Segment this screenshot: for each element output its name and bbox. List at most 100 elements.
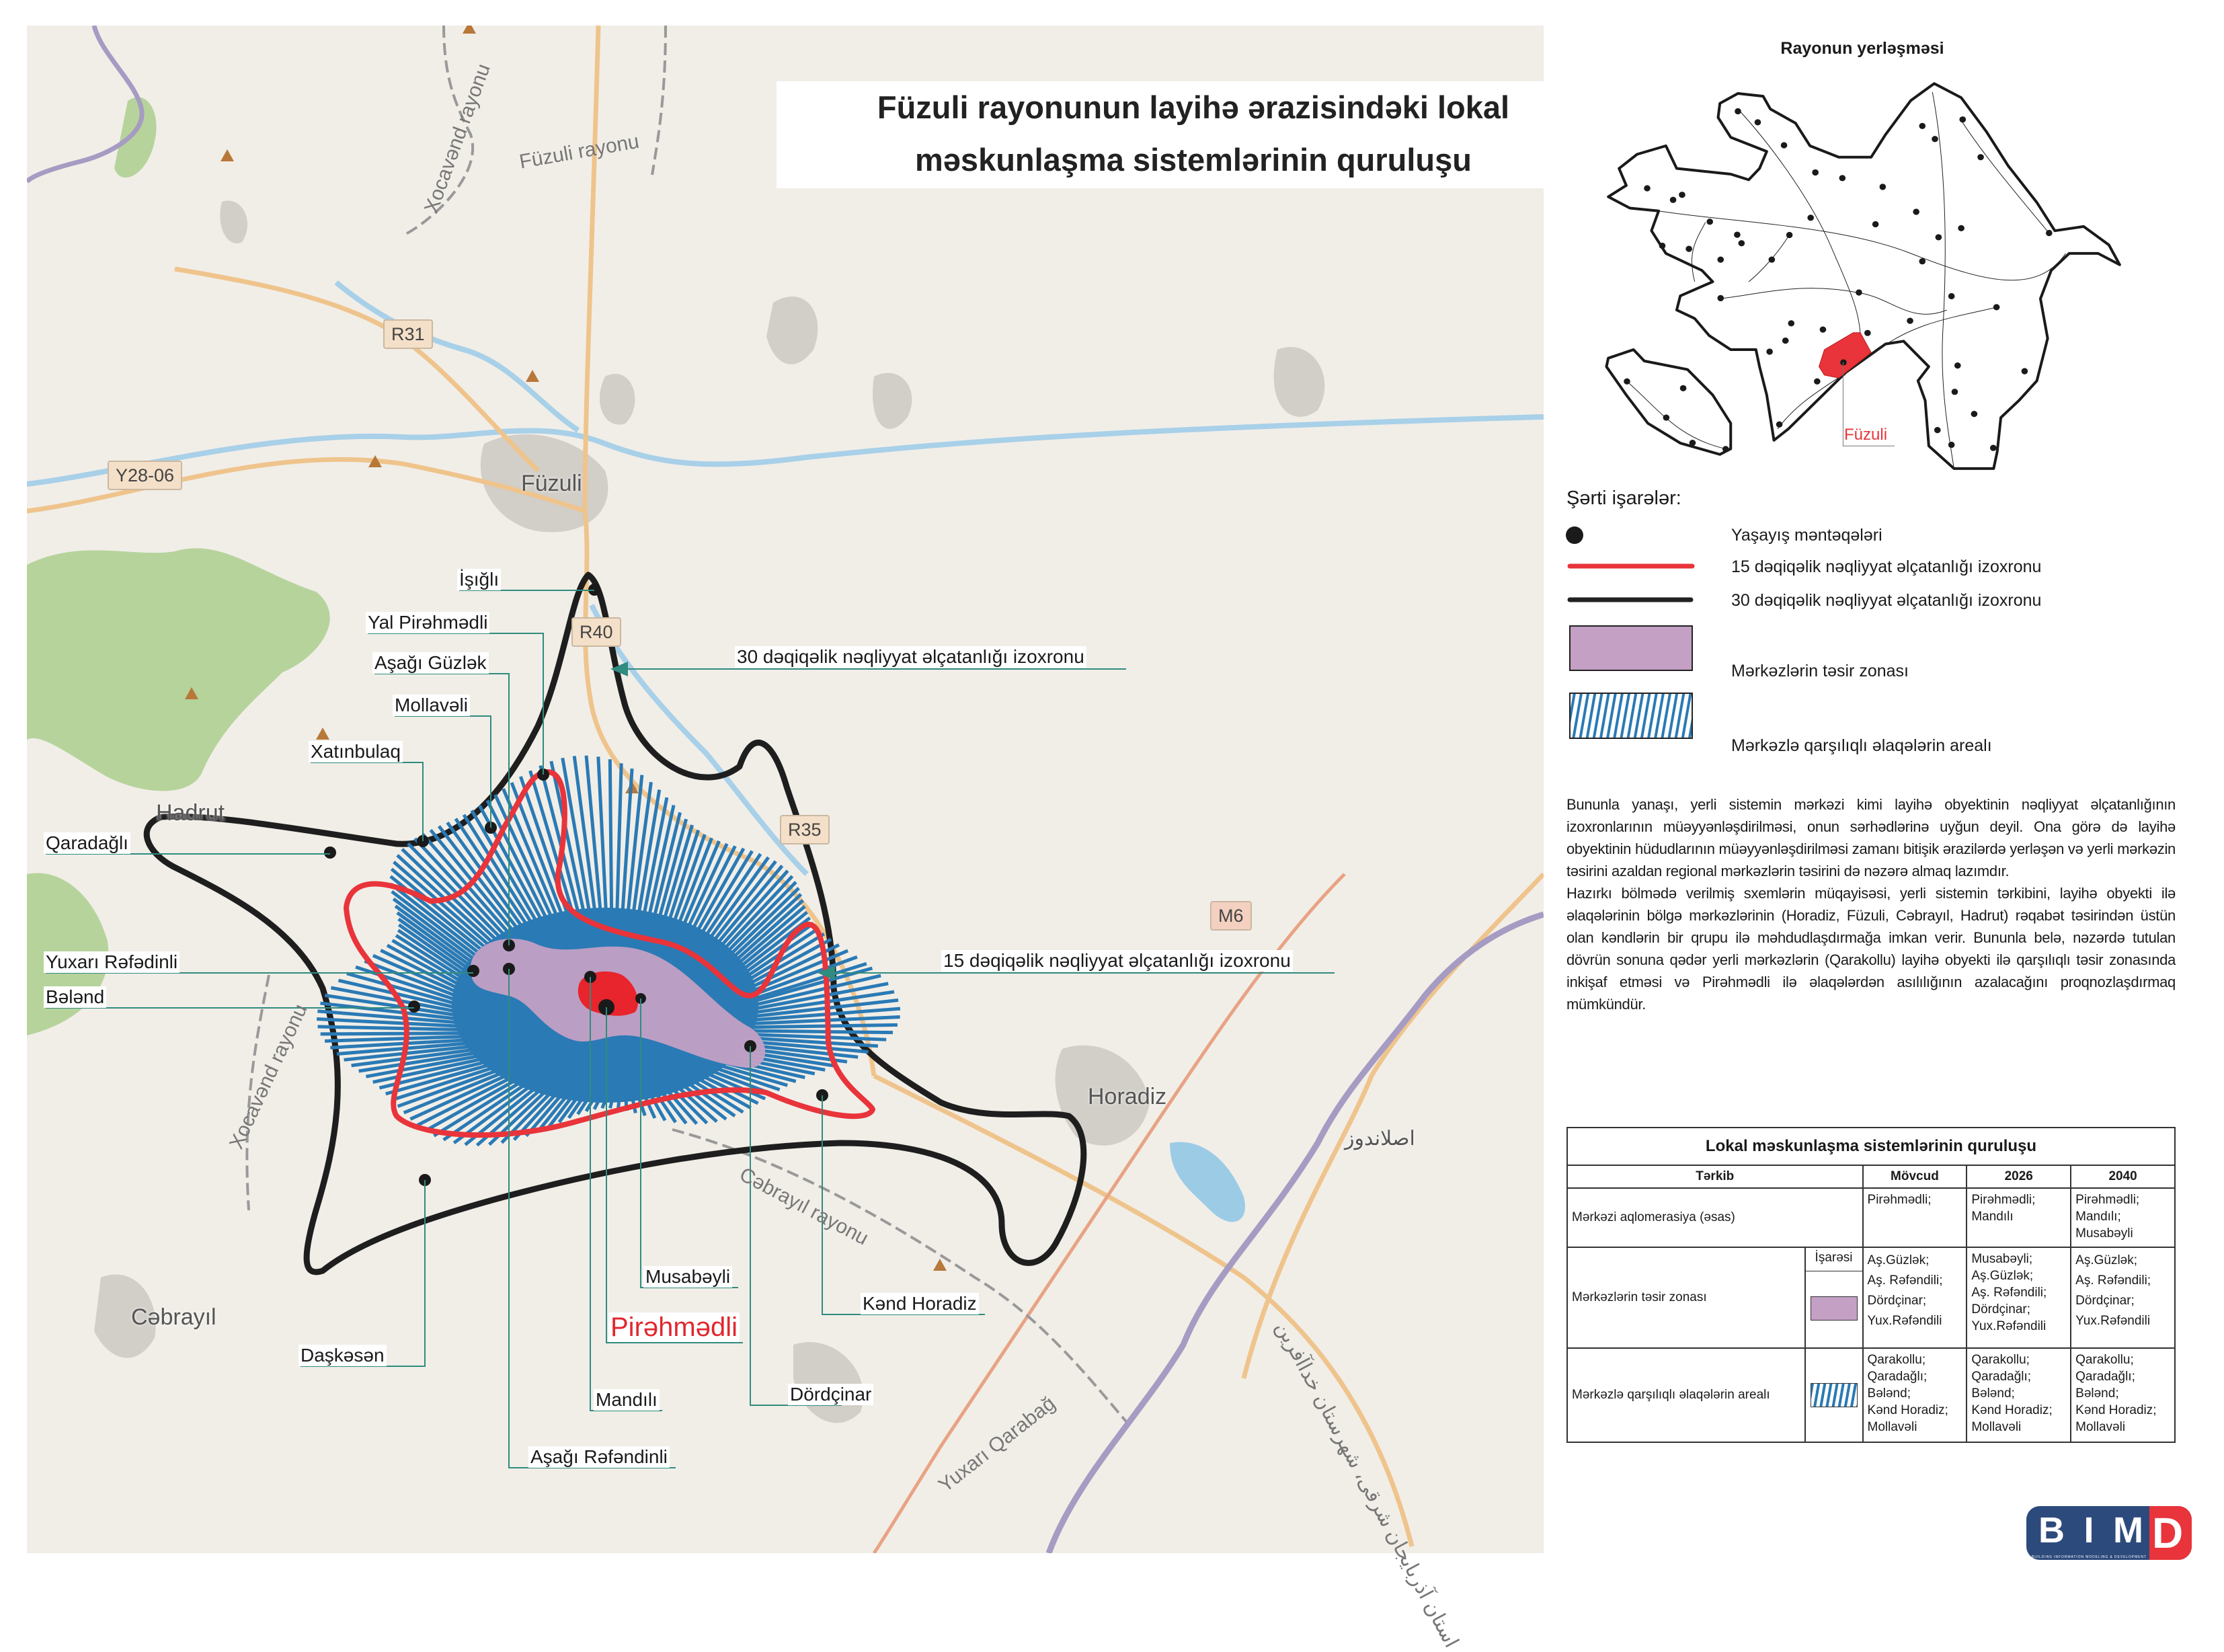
row-name: Mərkəzlə qarşılıqlı əlaqələrin arealı	[1566, 1347, 1806, 1443]
inset-settlement-dot	[1717, 294, 1724, 302]
inset-settlement-dot	[1989, 444, 1997, 451]
inset-settlement-dot	[1782, 337, 1789, 344]
inset-settlement-dot	[1954, 362, 1961, 369]
place-hadrut: Hadrut	[156, 800, 225, 826]
isochrone-15min	[344, 769, 875, 1138]
cell-current: Pirəhmədli;	[1862, 1187, 1968, 1248]
inset-settlement-dot	[1766, 348, 1773, 355]
inset-settlement-dot	[1722, 446, 1729, 453]
hatch-line	[337, 978, 472, 1013]
title-line-1: Füzuli rayonunun layihə ərazisindəki lok…	[877, 89, 1510, 125]
callout-isochrone-15: 15 dəqiqəlik nəqliyyat əlçatanlığı izoxr…	[941, 950, 1293, 972]
cell-item: Mandılı	[1971, 1210, 2014, 1224]
hatch-line	[336, 1040, 485, 1056]
influence-zone-swatch	[1810, 1296, 1858, 1321]
cell-item: Aş. Rəfəndili;	[1867, 1273, 1943, 1288]
cell-item: Qaradağlı;	[2075, 1370, 2135, 1384]
cell-item: Kənd Horadiz;	[1867, 1403, 1948, 1417]
hatch-line	[739, 966, 873, 1007]
hatch-line	[694, 850, 754, 944]
cell-item: Musabəyli;	[1971, 1252, 2033, 1266]
hatch-line	[682, 842, 729, 938]
title-line-2: məskunlaşma sistemlərinin quruluşu	[915, 142, 1472, 178]
cell-item: Yux.Rəfəndili	[2075, 1314, 2151, 1328]
place-aslanduz: اصلاندوز	[1345, 1128, 1415, 1150]
cell-2040: Pirəhmədli; Mandılı; Musabəyli	[2070, 1187, 2176, 1248]
hatch-line	[403, 1066, 516, 1115]
legend-purple-area-icon	[1569, 625, 1693, 671]
inset-settlements	[1624, 108, 2053, 453]
cell-item: Mollavəli	[1971, 1420, 2022, 1434]
inset-settlement-dot	[1856, 289, 1862, 296]
inset-settlement-dot	[1780, 142, 1788, 149]
road-shield-m6: M6	[1210, 901, 1252, 931]
inset-settlement-dot	[1948, 292, 1955, 300]
inset-settlement-dot	[1864, 329, 1871, 336]
label-qaradagli: Qaradağlı	[44, 832, 130, 854]
hatch-line	[485, 799, 553, 929]
cell-item: Kənd Horadiz;	[2075, 1403, 2157, 1417]
legend-label-interaction: Mərkəzlə qarşılıqlı əlaqələrin arealı	[1731, 736, 1992, 755]
inset-settlement-dot	[1717, 256, 1724, 263]
table-header-composition: Tərkib	[1566, 1165, 1864, 1189]
table-header-2040: 2040	[2070, 1165, 2176, 1189]
cell-item: Yux.Rəfəndili	[1867, 1314, 1942, 1328]
hatch-line	[325, 1034, 481, 1043]
label-asagi-guzlak: Aşağı Güzlək	[372, 652, 489, 674]
hatch-line	[708, 864, 784, 954]
hatch-line	[660, 824, 694, 930]
cell-item: Bələnd;	[2075, 1386, 2119, 1401]
peak-icons	[185, 26, 947, 1271]
hatch-line	[584, 755, 603, 922]
inset-settlement-dot	[1644, 185, 1651, 192]
bimd-logo: BIM D BUILDING INFORMATION MODELING & DE…	[2026, 1506, 2192, 1560]
inset-settlement-dot	[1934, 427, 1941, 434]
cell-2026: Qarakollu; Qaradağlı; Bələnd; Kənd Horadiz;…	[1966, 1347, 2072, 1443]
state-border-north	[27, 26, 145, 184]
table-row: Mərkəzlərin təsir zonası İşarəsi Aş.Güzl…	[1566, 1247, 2176, 1349]
legend-symbols	[1566, 526, 1695, 739]
hatch-line	[608, 759, 614, 922]
inset-settlement-dot	[1669, 196, 1677, 203]
hatch-line	[396, 854, 504, 953]
cell-2026: Musabəyli; Aş.Güzlək; Aş. Rəfəndili; Dördçi…	[1966, 1247, 2072, 1349]
cell-item: Dördçinar;	[1867, 1294, 1927, 1308]
logo-bim-letters: BIM	[2038, 1510, 2143, 1550]
hatch-line	[346, 972, 471, 1010]
cell-2040: Aş.Güzlək; Aş. Rəfəndili; Dördçinar; Yux.Rə…	[2070, 1247, 2176, 1349]
cell-2026: Pirəhmədli; Mandılı	[1966, 1187, 2072, 1248]
inset-settlement-dot	[1959, 116, 1967, 123]
inset-settlement-dot	[1919, 258, 1926, 265]
hatch-line	[317, 1025, 477, 1032]
cell-item: Aş.Güzlək;	[1971, 1269, 2034, 1283]
reservoir	[1170, 1142, 1245, 1222]
inset-settlement-dot	[1788, 320, 1795, 327]
callout-isochrone-30: 30 dəqiqəlik nəqliyyat əlçatanlığı izoxr…	[735, 646, 1086, 668]
hatch-line	[561, 757, 593, 922]
inset-map	[0, 0, 2224, 484]
inset-settlement-dot	[1879, 184, 1887, 190]
settlement-structure-table: Lokal məskunlaşma sistemlərinin quruluşu…	[1566, 1127, 2176, 1443]
inset-settlement-dot	[2046, 229, 2053, 237]
inset-settlement-dot	[1706, 219, 1714, 225]
hatch-line	[528, 770, 578, 924]
hatch-line	[324, 993, 473, 1019]
main-map[interactable]	[27, 26, 1544, 1553]
hatch-line	[397, 1064, 512, 1108]
map-canvas	[27, 26, 1544, 1553]
hatch-line	[317, 1009, 475, 1026]
inset-settlement-dot	[1812, 169, 1819, 176]
map-title: Füzuli rayonunun layihə ərazisindəki lok…	[777, 81, 1610, 188]
row-symbol	[1804, 1347, 1864, 1443]
legend-label-settlements: Yaşayış məntəqələri	[1731, 526, 1882, 545]
cell-item: Qarakollu;	[2075, 1353, 2134, 1367]
label-musabayli: Musabəyli	[643, 1266, 733, 1288]
cell-item: Aş.Güzlək;	[1867, 1253, 1930, 1267]
central-agglomeration	[578, 971, 638, 1016]
hatch-line	[733, 1029, 893, 1035]
hatch-line	[739, 974, 881, 1011]
hatch-line	[320, 1031, 479, 1036]
inset-settlement-dot	[1679, 385, 1687, 391]
hatch-line	[596, 756, 608, 922]
hatch-line	[720, 887, 800, 965]
